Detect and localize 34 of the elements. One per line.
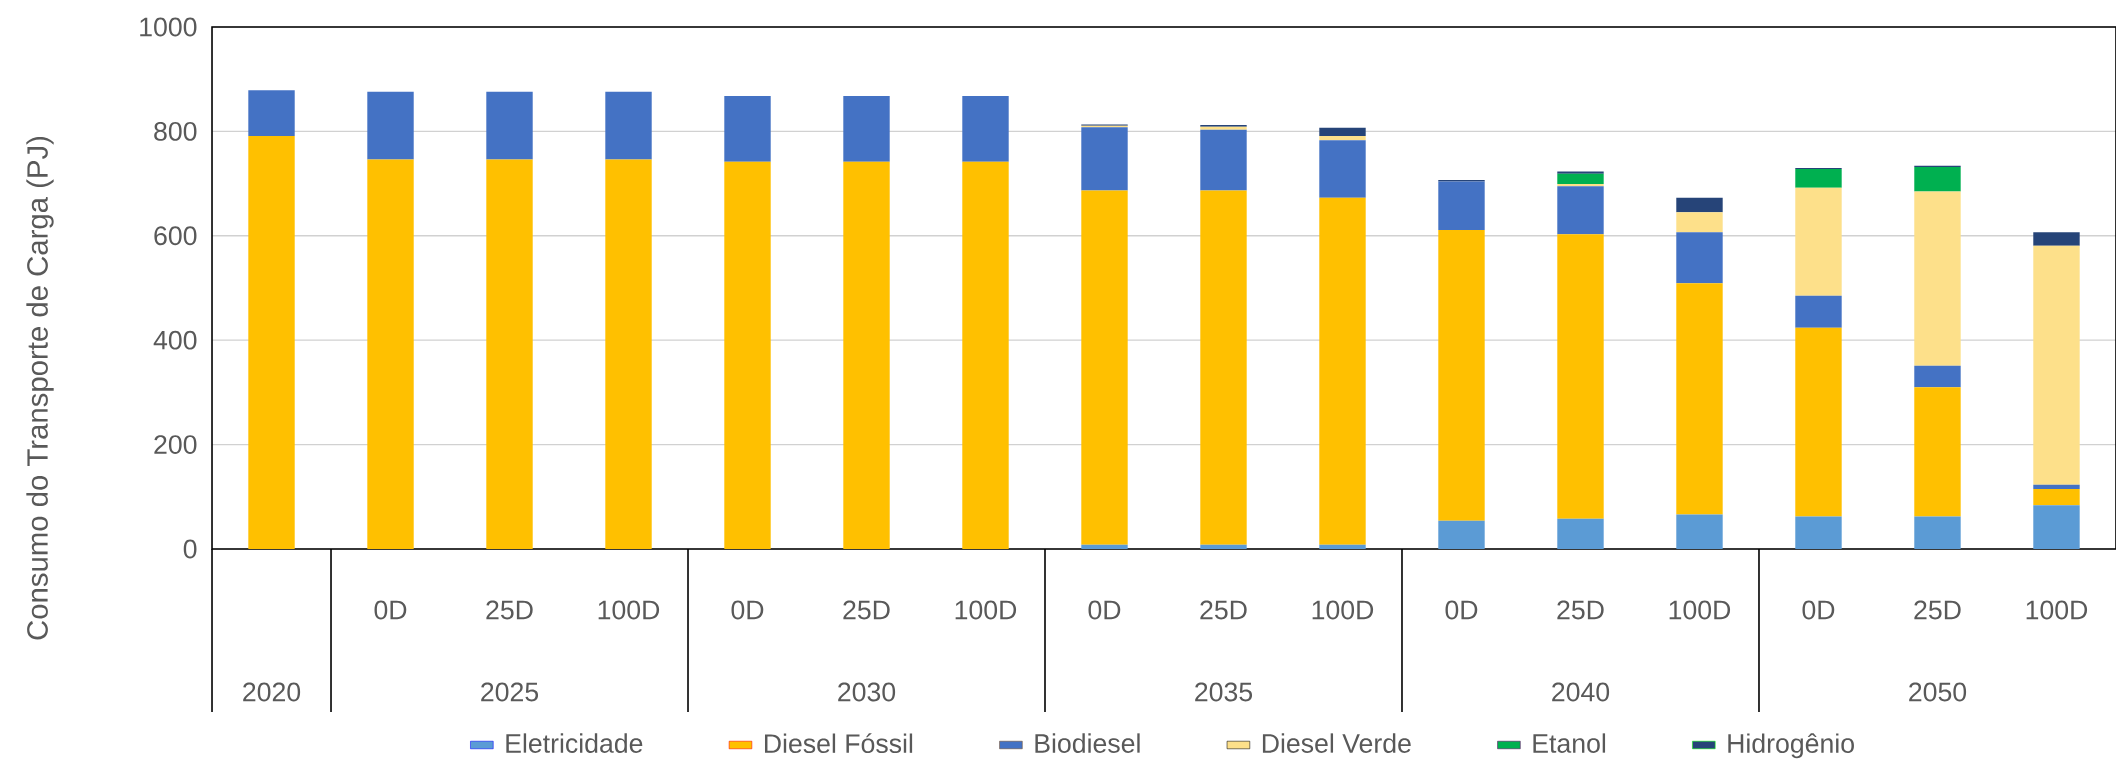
y-tick-label: 200 bbox=[154, 435, 197, 455]
legend-label: Etanol bbox=[1533, 733, 1606, 753]
x-tick-label: 100D bbox=[955, 600, 1017, 620]
text: 2030 bbox=[838, 682, 896, 702]
y-tick-label: 400 bbox=[153, 330, 197, 350]
x-tick-label: 100D bbox=[598, 600, 660, 620]
x-tick-label: 100D bbox=[1312, 600, 1374, 620]
legend-label: Diesel Verde bbox=[1262, 733, 1411, 753]
x-tick-label: 25D bbox=[1200, 600, 1247, 620]
x-tick-label: 0D bbox=[1088, 600, 1121, 620]
text: 2040 bbox=[1552, 682, 1610, 702]
x-tick-label: 0D bbox=[731, 600, 764, 620]
legend-label: Eletricidade bbox=[506, 733, 643, 753]
text: 2025 bbox=[481, 682, 539, 702]
x-tick-label: 25D bbox=[486, 600, 533, 620]
text: 2035 bbox=[1195, 682, 1253, 702]
y-axis-title: Consumo do Transporte de Carga (PJ) bbox=[26, 136, 54, 640]
x-tick-label: 0D bbox=[374, 600, 407, 620]
text: 2050 bbox=[1909, 682, 1967, 702]
x-tick-label: 0D bbox=[1802, 600, 1835, 620]
x-tick-label: 25D bbox=[1914, 600, 1961, 620]
y-tick-label: 600 bbox=[154, 226, 197, 246]
x-tick-label: 100D bbox=[1669, 600, 1731, 620]
y-tick-label: 800 bbox=[154, 121, 197, 141]
y-tick-label: 0 bbox=[183, 539, 197, 559]
x-tick-label: 0D bbox=[1445, 600, 1478, 620]
x-tick-label: 25D bbox=[843, 600, 890, 620]
legend-label: Biodiesel bbox=[1035, 733, 1140, 753]
text: 2020 bbox=[243, 682, 301, 702]
y-tick-label: 1000 bbox=[140, 17, 197, 37]
x-tick-label: 100D bbox=[2026, 600, 2088, 620]
legend-label: Diesel Fóssil bbox=[764, 733, 913, 754]
legend-label: Hidrogênio bbox=[1728, 733, 1854, 759]
x-tick-label: 25D bbox=[1557, 600, 1604, 620]
